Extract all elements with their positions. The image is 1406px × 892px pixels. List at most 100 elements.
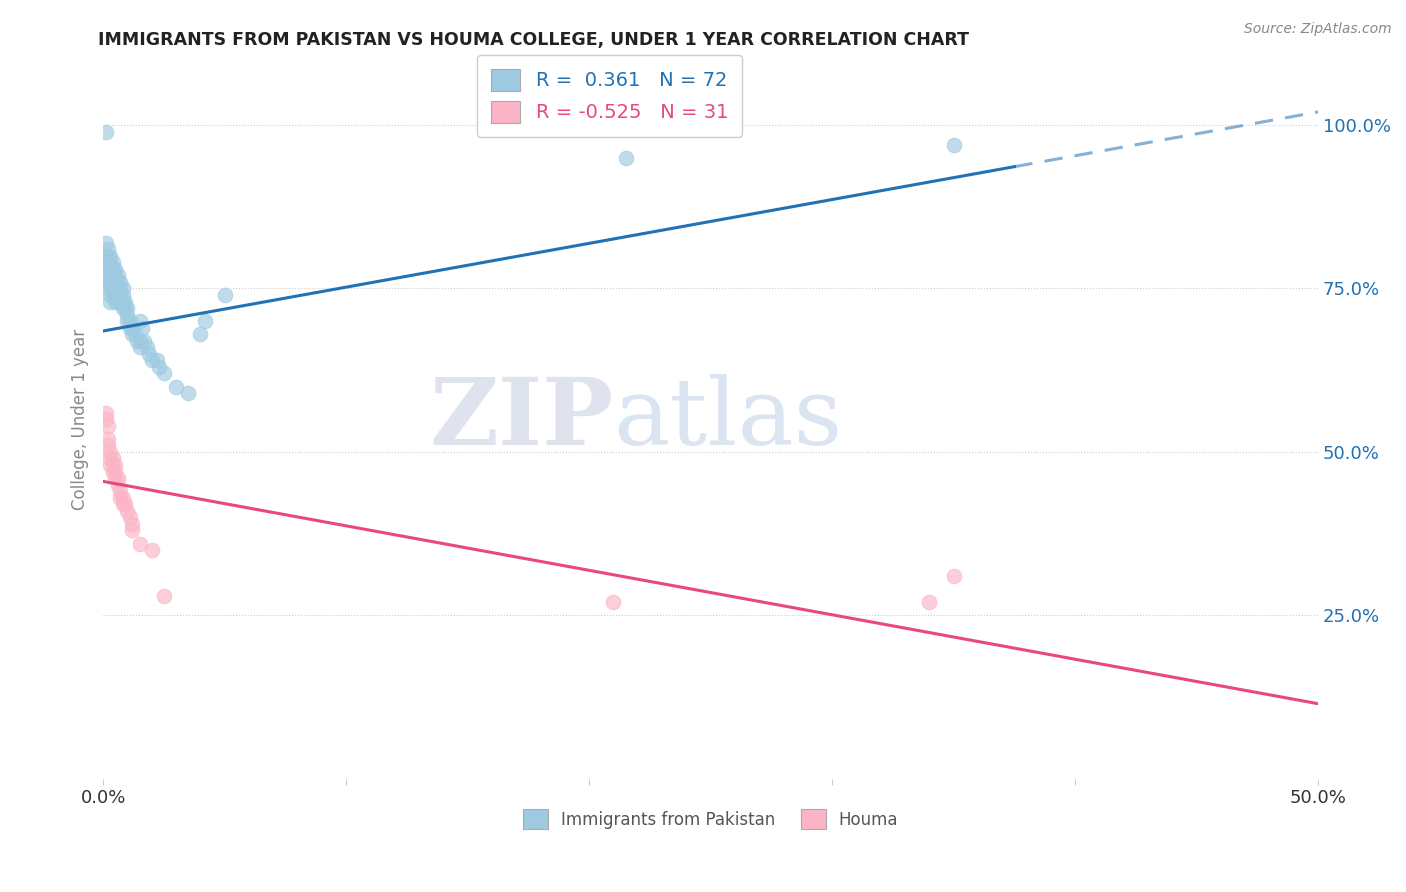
Point: [97, 281, 120, 295]
Point: [107, 281, 129, 295]
Point: [111, 301, 134, 315]
Point: [614, 151, 637, 165]
Point: [121, 320, 143, 334]
Point: [602, 595, 624, 609]
Point: [194, 314, 217, 328]
Point: [94, 249, 117, 263]
Point: [104, 294, 127, 309]
Point: [118, 320, 141, 334]
Point: [153, 589, 176, 603]
Point: [117, 314, 139, 328]
Point: [101, 288, 124, 302]
Point: [148, 359, 170, 374]
Point: [100, 255, 122, 269]
Point: [114, 294, 136, 309]
Point: [100, 288, 122, 302]
Point: [214, 288, 236, 302]
Point: [100, 261, 122, 276]
Point: [101, 451, 124, 466]
Point: [108, 294, 131, 309]
Point: [101, 458, 124, 472]
Point: [104, 275, 127, 289]
Point: [97, 249, 120, 263]
Point: [135, 340, 157, 354]
Point: [100, 249, 122, 263]
Point: [117, 308, 139, 322]
Point: [97, 432, 120, 446]
Point: [108, 281, 131, 295]
Point: [108, 275, 131, 289]
Legend: Immigrants from Pakistan, Houma: Immigrants from Pakistan, Houma: [516, 803, 905, 835]
Point: [141, 543, 163, 558]
Point: [101, 275, 124, 289]
Point: [94, 412, 117, 426]
Point: [942, 137, 965, 152]
Point: [97, 438, 120, 452]
Point: [94, 235, 117, 250]
Point: [111, 288, 134, 302]
Point: [104, 458, 127, 472]
Point: [117, 301, 139, 315]
Y-axis label: College, Under 1 year: College, Under 1 year: [72, 328, 89, 510]
Point: [111, 281, 134, 295]
Point: [108, 288, 131, 302]
Point: [918, 595, 941, 609]
Point: [94, 255, 117, 269]
Point: [100, 458, 122, 472]
Point: [128, 334, 150, 348]
Text: Source: ZipAtlas.com: Source: ZipAtlas.com: [1244, 22, 1392, 37]
Point: [97, 275, 120, 289]
Point: [128, 314, 150, 328]
Point: [141, 353, 163, 368]
Text: IMMIGRANTS FROM PAKISTAN VS HOUMA COLLEGE, UNDER 1 YEAR CORRELATION CHART: IMMIGRANTS FROM PAKISTAN VS HOUMA COLLEG…: [98, 31, 969, 49]
Point: [101, 261, 124, 276]
Point: [138, 347, 160, 361]
Point: [188, 327, 211, 342]
Point: [111, 491, 134, 505]
Point: [127, 334, 149, 348]
Point: [145, 353, 167, 368]
Point: [107, 275, 129, 289]
Point: [100, 294, 122, 309]
Point: [100, 445, 122, 459]
Point: [94, 124, 117, 138]
Point: [114, 301, 136, 315]
Point: [131, 320, 153, 334]
Point: [121, 516, 143, 531]
Point: [107, 268, 129, 283]
Text: ZIP: ZIP: [429, 375, 613, 464]
Point: [128, 340, 150, 354]
Point: [100, 268, 122, 283]
Point: [165, 379, 187, 393]
Point: [124, 327, 146, 342]
Point: [101, 281, 124, 295]
Point: [104, 261, 127, 276]
Point: [104, 268, 127, 283]
Point: [101, 465, 124, 479]
Point: [104, 471, 127, 485]
Point: [108, 484, 131, 499]
Point: [111, 497, 134, 511]
Point: [107, 477, 129, 491]
Point: [100, 451, 122, 466]
Point: [121, 327, 143, 342]
Point: [97, 255, 120, 269]
Point: [104, 281, 127, 295]
Point: [101, 255, 124, 269]
Point: [94, 406, 117, 420]
Point: [942, 569, 965, 583]
Point: [134, 334, 156, 348]
Point: [104, 465, 127, 479]
Point: [104, 288, 127, 302]
Point: [153, 367, 176, 381]
Point: [97, 261, 120, 276]
Point: [111, 294, 134, 309]
Point: [107, 288, 129, 302]
Point: [97, 418, 120, 433]
Text: atlas: atlas: [613, 375, 842, 464]
Point: [108, 491, 131, 505]
Point: [114, 497, 136, 511]
Point: [128, 536, 150, 550]
Point: [101, 268, 124, 283]
Point: [107, 471, 129, 485]
